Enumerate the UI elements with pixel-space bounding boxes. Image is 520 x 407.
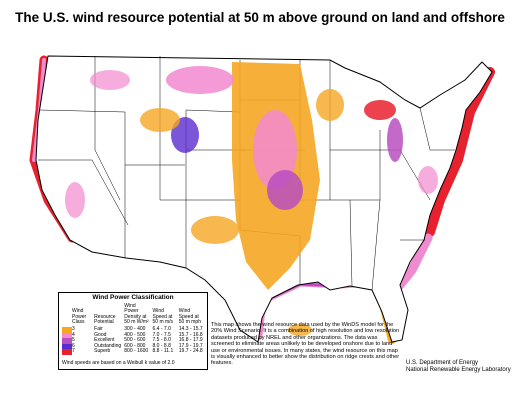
legend-cell: 7.0 - 7.5 (152, 331, 171, 338)
legend-cell: 17.9 - 19.7 (178, 342, 203, 349)
credit-line: National Renewable Energy Laboratory (406, 367, 511, 373)
legend-row: 4 Good 400 - 500 7.0 - 7.5 15.7 - 16.8 (62, 331, 207, 339)
lakes-superb (364, 100, 396, 120)
montana-good (166, 66, 234, 94)
legend: Wind Power Classification Wind Power Cla… (58, 292, 208, 370)
legend-title: Wind Power Classification (92, 294, 174, 301)
legend-header-cell: Wind Power Class (72, 308, 87, 326)
wyoming-outstanding (171, 117, 199, 153)
legend-header: Wind Power Class Resource Potential Wind P… (62, 302, 207, 327)
plains-good (253, 110, 297, 190)
se-offshore (391, 233, 433, 295)
legend-cell: Outstanding (94, 342, 122, 349)
legend-cell: 19.7 - 24.8 (178, 348, 203, 355)
legend-row: 7 Superb 800 - 1600 8.8 - 11.1 19.7 - 24.8 (62, 349, 207, 355)
legend-body: 3 Fair 300 - 400 6.4 - 7.0 14.3 - 15.7 4 Good 4… (62, 325, 207, 355)
legend-cell: 4 (72, 331, 75, 338)
legend-cell: Superb (94, 348, 111, 355)
legend-cell: Good (94, 331, 107, 338)
legend-cell: 16.8 - 17.9 (178, 337, 203, 344)
description: This map shows the wind resource data us… (211, 322, 400, 367)
appalachian-good (418, 166, 438, 194)
legend-cell: 5 (72, 337, 75, 344)
idaho-fair (140, 108, 180, 132)
legend-cell: Fair (94, 325, 103, 332)
legend-cell: 6.4 - 7.0 (152, 325, 171, 332)
onshore-wind (65, 62, 438, 336)
legend-row: 3 Fair 300 - 400 6.4 - 7.0 14.3 - 15.7 (62, 325, 207, 333)
legend-cell: 8.0 - 8.8 (152, 342, 171, 349)
legend-cell: 800 - 1600 (124, 348, 149, 355)
legend-header-cell: Wind Power Density at 50 m W/m² (124, 302, 149, 326)
legend-cell: 8.8 - 11.1 (152, 348, 174, 355)
legend-cell: 14.3 - 15.7 (178, 325, 203, 332)
legend-swatch (62, 343, 72, 350)
legend-swatch-header (62, 304, 72, 327)
legend-cell: 7.5 - 8.0 (152, 337, 171, 344)
legend-cell: 500 - 600 (124, 337, 146, 344)
legend-cell: 300 - 400 (124, 325, 146, 332)
legend-cell: 600 - 800 (124, 342, 146, 349)
minnesota-fair (316, 89, 344, 121)
oregon-good (90, 70, 130, 90)
california-good (65, 182, 85, 218)
legend-cell: 15.7 - 16.8 (178, 331, 203, 338)
legend-table: Wind Power Class Resource Potential Wind P… (62, 302, 207, 355)
atlantic-offshore (425, 67, 495, 237)
legend-cell: Excellent (94, 337, 115, 344)
texas-coast-fair (288, 324, 312, 336)
legend-swatch (62, 326, 72, 333)
legend-cell: 3 (72, 325, 75, 332)
legend-cell: 7 (72, 348, 75, 355)
legend-swatch (62, 332, 72, 339)
legend-row: 6 Outstanding 600 - 800 8.0 - 8.8 17.9 - 19.… (62, 342, 207, 350)
credit-line: U.S. Department of Energy (406, 360, 479, 366)
legend-row: 5 Excellent 500 - 600 7.5 - 8.0 16.8 - 17.9 (62, 338, 207, 344)
legend-header-cell: Resource Potential (94, 313, 116, 326)
credit: U.S. Department of Energy National Renew… (406, 360, 518, 374)
legend-swatch (62, 338, 72, 344)
legend-cell: 6 (72, 342, 75, 349)
legend-cell: 400 - 500 (124, 331, 146, 338)
legend-swatch (62, 349, 72, 355)
plains-excellent (267, 170, 303, 210)
legend-footnote: Wind speeds are based on a Weibull k val… (62, 360, 175, 367)
legend-header-cell: Wind Speed at 50 m mph (178, 308, 201, 326)
nm-fair (191, 216, 239, 244)
legend-header-cell: Wind Speed at 50 m m/s (152, 308, 174, 326)
map-title: The U.S. wind resource potential at 50 m… (15, 10, 505, 25)
lake-michigan (387, 118, 403, 162)
